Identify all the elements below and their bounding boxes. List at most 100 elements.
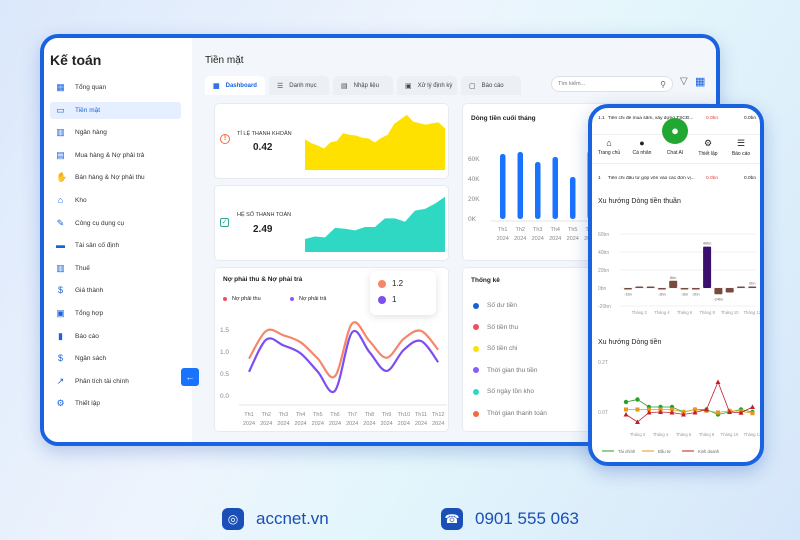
- stat-item[interactable]: Số tiền thu: [473, 324, 518, 331]
- series-line[interactable]: [248, 321, 440, 379]
- data-point: [704, 407, 709, 412]
- grid-view-icon[interactable]: ▦: [695, 76, 706, 88]
- tab[interactable]: ▤ Nhập liệu: [333, 76, 393, 95]
- bar[interactable]: [725, 288, 734, 293]
- bar-label: -2bn: [692, 293, 700, 297]
- bar[interactable]: [624, 288, 632, 290]
- legend-item[interactable]: Nợ phải thu: [223, 296, 261, 302]
- sidebar-item[interactable]: ▤ Mua hàng & Nợ phải trả: [50, 147, 181, 164]
- bank-icon: ▥: [56, 127, 65, 138]
- tab[interactable]: ▦ Dashboard: [205, 76, 265, 95]
- sidebar-item[interactable]: ▬ Tài sản cố định: [50, 237, 181, 254]
- sidebar-item[interactable]: ⌂ Kho: [50, 192, 181, 209]
- check-icon: ✓: [220, 218, 229, 227]
- x-tick-label: Th5: [313, 412, 322, 418]
- bar[interactable]: [737, 286, 745, 289]
- nav-label: Trang chủ: [597, 150, 621, 156]
- data-point: [681, 412, 686, 417]
- sidebar-item-label: Ngân sách: [75, 355, 107, 363]
- bar[interactable]: [552, 157, 559, 219]
- sidebar-item[interactable]: ▥ Ngân hàng: [50, 124, 181, 141]
- data-point: [624, 407, 628, 412]
- sidebar-item-label: Phân tích tài chính: [75, 377, 129, 385]
- series-line[interactable]: [625, 380, 753, 423]
- sidebar-item[interactable]: ↗ Phân tích tài chính: [50, 373, 181, 390]
- bar[interactable]: [635, 286, 644, 289]
- nav-item[interactable]: ⌂ Trang chủ: [594, 138, 624, 156]
- tab[interactable]: ▣ Xử lý định kỳ: [397, 76, 457, 95]
- nav-item[interactable]: ☰ Báo cáo: [726, 138, 756, 157]
- legend-item[interactable]: Nợ phải trả: [290, 296, 326, 302]
- bar[interactable]: [714, 288, 723, 295]
- sidebar-item[interactable]: ⚙ Thiết lập: [50, 395, 181, 412]
- sidebar-item[interactable]: ▣ Tổng hợp: [50, 305, 181, 322]
- bar[interactable]: [703, 246, 712, 288]
- phone-link[interactable]: ☎ 0901 555 063: [441, 508, 579, 530]
- legend-label: Tài chính: [618, 449, 636, 454]
- filter-icon[interactable]: ▽: [680, 76, 688, 87]
- sidebar-item[interactable]: ▦ Tổng quan: [50, 79, 181, 96]
- nav-label: Chat AI: [666, 150, 684, 156]
- x-tick-label: Th1: [498, 227, 507, 233]
- bar-label: 0bn: [749, 282, 755, 286]
- cash-flow-line-chart: 0.0T 0.2T Tài chính Đầu tư Kinh doanh Tháng 2…: [598, 360, 760, 454]
- sidebar-item[interactable]: ✋ Bán hàng & Nợ phải thu: [50, 169, 181, 186]
- sparkline-area: [305, 196, 445, 252]
- bar[interactable]: [517, 152, 524, 219]
- stat-item[interactable]: Số dư tiền: [473, 302, 517, 309]
- sparkline-chart: [305, 196, 445, 252]
- sidebar-item-label: Thuế: [75, 264, 90, 272]
- y-tick-label: 0.0T: [598, 410, 608, 416]
- chat-ai-robot-icon[interactable]: ●: [662, 118, 688, 144]
- x-tick-label: 2024: [497, 236, 509, 242]
- purchase-icon: ▤: [56, 149, 65, 160]
- nav-item[interactable]: ⚙ Thiết lập: [693, 138, 723, 157]
- search-input[interactable]: Tìm kiếm... ⚲: [551, 76, 673, 92]
- bar-label: -3bn: [658, 293, 666, 297]
- x-tick-label: 2024: [346, 421, 358, 427]
- bar[interactable]: [657, 288, 666, 290]
- data-point: [647, 407, 651, 412]
- sidebar-item[interactable]: ▥ Thuế: [50, 260, 181, 277]
- report-row[interactable]: 1.1 Tiền chi để mua sắm, xây dựng TSCĐ..…: [598, 112, 756, 124]
- bar-label: -1bn: [681, 293, 689, 297]
- row-index: 1: [598, 175, 601, 181]
- series-line[interactable]: [248, 329, 440, 394]
- bar[interactable]: [691, 288, 700, 290]
- nav-item[interactable]: ● Cá nhân: [627, 138, 657, 156]
- sidebar-item[interactable]: ▮ Báo cáo: [50, 328, 181, 345]
- stat-item[interactable]: Thời gian thanh toán: [473, 410, 547, 417]
- search-icon[interactable]: ⚲: [660, 79, 666, 89]
- collapse-sidebar-button[interactable]: ←: [181, 368, 199, 386]
- website-link[interactable]: ◎ accnet.vn: [222, 508, 329, 530]
- bar[interactable]: [535, 162, 541, 219]
- tooltip-dot: [378, 279, 386, 288]
- bar[interactable]: [646, 286, 655, 289]
- sidebar-item[interactable]: $ Giá thành: [50, 282, 181, 299]
- menu-icon: ☰: [736, 138, 746, 148]
- stat-item[interactable]: Số ngày tồn kho: [473, 388, 534, 395]
- x-tick-label: Tháng 12: [744, 432, 760, 437]
- trend-icon: ↗: [56, 375, 65, 386]
- tab[interactable]: ☰ Danh mục: [269, 76, 329, 95]
- row-value: 0.0bn: [743, 115, 756, 121]
- stat-dot: [473, 302, 479, 309]
- nav-item[interactable]: Chat AI: [660, 138, 690, 156]
- bar[interactable]: [748, 286, 757, 289]
- tab-label: Xử lý định kỳ: [417, 82, 453, 89]
- chart-title: Xu hướng Dòng tiền thuần: [598, 198, 681, 205]
- sidebar-item[interactable]: ✎ Công cụ dụng cụ: [50, 215, 181, 232]
- home-icon: ⌂: [606, 138, 612, 148]
- tab[interactable]: ▢ Báo cáo: [461, 76, 521, 95]
- stat-item[interactable]: Thời gian thu tiền: [473, 367, 538, 374]
- report-row[interactable]: 1 Tiền chi đầu tư góp vốn vào các đơn vị…: [598, 172, 756, 184]
- bar[interactable]: [500, 154, 506, 219]
- bar[interactable]: [570, 177, 576, 219]
- phone-text: 0901 555 063: [475, 509, 579, 528]
- sidebar-item[interactable]: ▭ Tiền mặt: [50, 101, 181, 119]
- bar[interactable]: [669, 280, 678, 288]
- stat-item[interactable]: Số tiền chi: [473, 345, 517, 352]
- sidebar-item[interactable]: $ Ngân sách: [50, 350, 181, 367]
- x-tick-label: Tháng 8: [699, 310, 715, 315]
- bar[interactable]: [680, 288, 689, 290]
